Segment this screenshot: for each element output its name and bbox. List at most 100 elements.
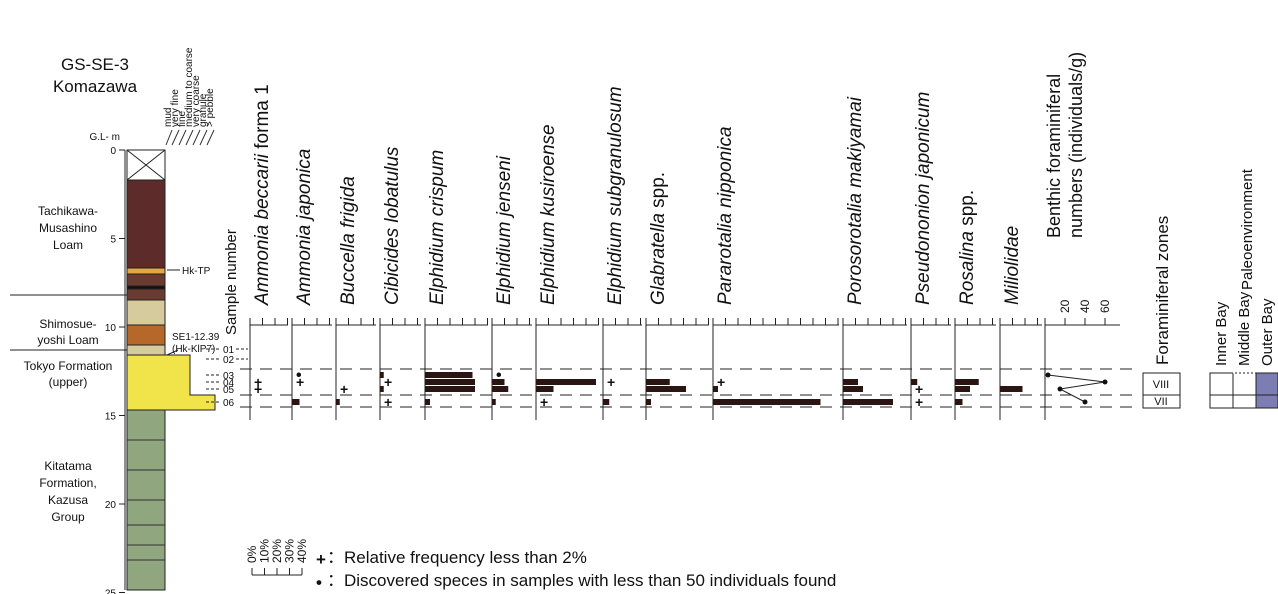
sample-label: 04 <box>223 378 235 389</box>
species-label: Cibicides lobatulus <box>382 146 403 305</box>
scale-label: 10% <box>258 539 272 563</box>
species-label: Elphidium jenseni <box>494 155 515 305</box>
sample-label: 03 <box>223 371 235 382</box>
species-name: Ammonia japonica <box>294 149 315 306</box>
bar <box>536 379 596 385</box>
unit-label: Tokyo Formation <box>24 359 113 373</box>
species-name: Rosalina <box>957 231 978 305</box>
unit-label: Formation, <box>39 476 96 490</box>
bar <box>380 386 384 392</box>
grain-label: very coarse <box>191 75 202 127</box>
scale-label: 30% <box>283 539 297 563</box>
bar <box>425 399 430 405</box>
bar <box>425 372 473 378</box>
species-name: Buccella frigida <box>338 176 359 305</box>
benthic-tick: 20 <box>1058 299 1072 313</box>
occurrence: + <box>717 374 725 390</box>
bar <box>492 399 496 405</box>
species-name: Pararotalia nipponica <box>715 126 736 305</box>
bar <box>911 379 918 385</box>
unit-label: Group <box>51 510 85 524</box>
zone-label: VII <box>1154 396 1167 408</box>
paleo-label: Middle Bay <box>1236 291 1253 366</box>
unit-label: Tachikawa- <box>38 204 98 218</box>
grain-label: granule <box>198 93 209 127</box>
bar <box>955 379 979 385</box>
annotation: SE1-12.39 <box>172 332 220 343</box>
depth-label: 5 <box>110 235 116 246</box>
legend-symbol: • <box>316 573 322 592</box>
species-name: Pseudononion japonicum <box>913 92 934 305</box>
unit-label: yoshi Loam <box>37 333 98 347</box>
species-label: Elphidium crispum <box>427 150 448 305</box>
depth-label: 15 <box>105 412 117 423</box>
unit-label: Musashino <box>39 221 97 235</box>
legend-symbol: + <box>316 550 326 569</box>
bar <box>1000 386 1023 392</box>
sample-label: 06 <box>223 398 235 409</box>
depth-label: 20 <box>105 500 117 511</box>
species-label: Elphidium kusiroense <box>538 124 559 305</box>
species-label: Pseudononion japonicum <box>913 92 934 305</box>
zone-label: VIII <box>1153 379 1170 391</box>
benthic-point <box>1082 399 1088 405</box>
occurrence: + <box>340 381 348 397</box>
bar <box>646 386 686 392</box>
legend-text: ：Relative frequency less than 2% <box>327 548 587 567</box>
bar <box>603 399 610 405</box>
zones-title: Foraminiferal zones <box>1153 216 1172 365</box>
depth-label: 0 <box>110 146 116 157</box>
occurrence: + <box>384 374 392 390</box>
species-name: Elphidium crispum <box>427 150 448 305</box>
benthic-tick: 60 <box>1098 299 1112 313</box>
grain-label: fine <box>177 110 188 127</box>
scale-label: 0% <box>245 545 259 563</box>
title: Komazawa <box>53 77 138 96</box>
sample-label: 05 <box>223 385 235 396</box>
occurrence: + <box>915 381 923 397</box>
bar <box>292 399 300 405</box>
occurrence: + <box>607 374 615 390</box>
species-name: Elphidium jenseni <box>494 155 515 305</box>
bar <box>955 386 970 392</box>
benthic-point <box>1057 386 1063 392</box>
benthic-tick: 40 <box>1078 299 1092 313</box>
bar <box>843 399 893 405</box>
annotation: (Hk-KlP7) <box>172 344 215 355</box>
bar <box>843 379 858 385</box>
depth-label: 25 <box>105 589 117 594</box>
grain-label: > pebble <box>205 88 216 127</box>
zone-table <box>1142 372 1278 409</box>
benthic-title: numbers (individuals/g) <box>1066 52 1086 238</box>
occurrence: + <box>384 394 392 410</box>
species-suffix: spp. <box>957 190 978 226</box>
occurrence: + <box>254 381 262 397</box>
occurrence: + <box>540 394 548 410</box>
scale-label: 20% <box>270 539 284 563</box>
benthic-title: Benthic foraminiferal <box>1044 74 1064 238</box>
grain-label: medium to coarse <box>184 47 195 127</box>
species-name: Elphidium kusiroense <box>538 124 559 305</box>
bar <box>843 386 863 392</box>
species-label: Porosorotalia makiyamai <box>845 96 866 305</box>
species-label: Miliolidae <box>1002 226 1023 305</box>
annotation: Hk-TP <box>182 266 211 277</box>
bar <box>646 379 670 385</box>
depth-label: 10 <box>105 323 117 334</box>
lithology <box>10 129 216 591</box>
species-label: Glabratella spp. <box>648 172 669 305</box>
bar <box>646 399 651 405</box>
bar <box>380 372 384 378</box>
bar <box>336 399 340 405</box>
sample-header: Sample number <box>223 229 240 335</box>
species-name: Glabratella <box>648 213 669 305</box>
unit-label: Kitatama <box>44 459 92 473</box>
paleo-label: Inner Bay <box>1213 301 1230 366</box>
benthic-point <box>1045 372 1051 378</box>
unit-label: (upper) <box>49 375 88 389</box>
sample-label: 02 <box>223 355 235 366</box>
depth-unit: G.L- m <box>89 132 120 143</box>
sample-label: 01 <box>223 345 235 356</box>
benthic-point <box>1102 379 1108 385</box>
